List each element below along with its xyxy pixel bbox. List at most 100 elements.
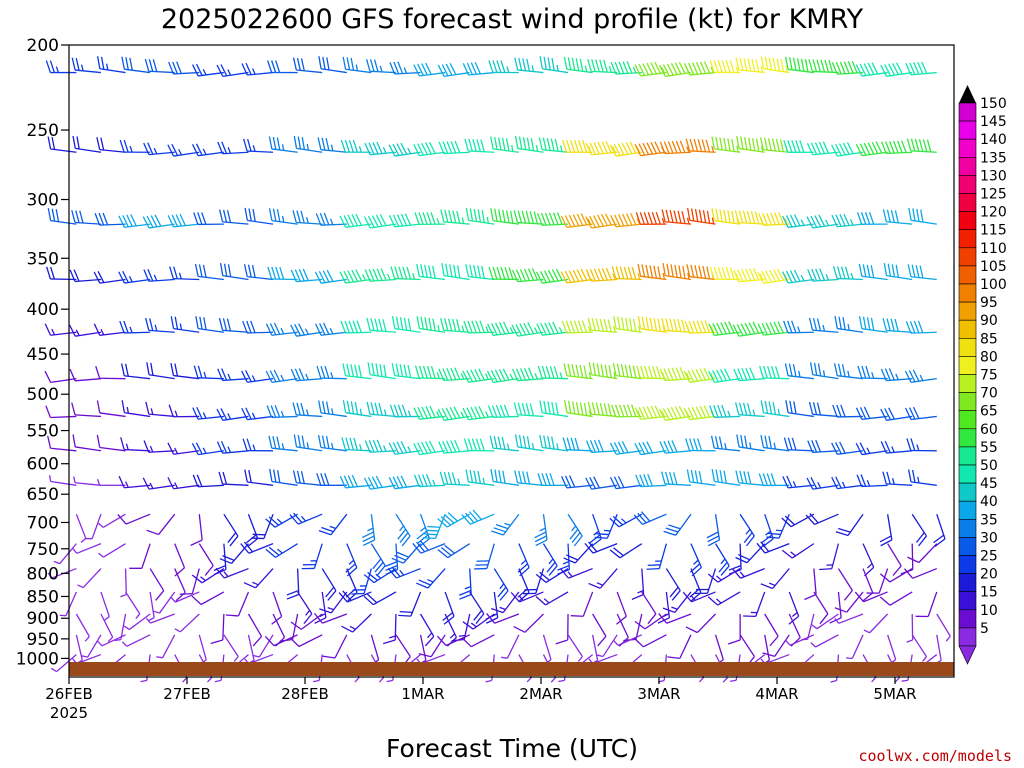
- wind-barb-feather: [555, 268, 563, 281]
- wind-barb: [609, 513, 643, 528]
- wind-barb-feather: [686, 207, 691, 221]
- wind-barb-feather: [297, 434, 302, 448]
- wind-barb-feather: [344, 320, 350, 334]
- wind-barb-feather: [683, 370, 691, 383]
- wind-barb-feather: [265, 370, 273, 383]
- wind-barb-feather: [644, 365, 650, 379]
- wind-barb-shaft: [861, 328, 888, 333]
- wind-barb: [658, 613, 692, 624]
- wind-barb: [513, 613, 544, 633]
- wind-barb-shaft: [75, 513, 87, 539]
- wind-barb-shaft: [788, 613, 801, 638]
- wind-barb-shaft: [674, 591, 692, 613]
- wind-barb: [265, 543, 298, 558]
- wind-barb-shaft: [566, 449, 593, 452]
- wind-barb-feather: [378, 318, 383, 332]
- wind-barb-feather: [745, 535, 755, 547]
- credit-link[interactable]: coolwx.com/models: [858, 747, 1012, 765]
- wind-barb-feather: [428, 440, 436, 453]
- wind-barb-feather: [441, 263, 445, 276]
- wind-barb-feather: [807, 269, 814, 282]
- wind-barb-feather: [500, 266, 506, 280]
- wind-barb-feather: [630, 404, 637, 417]
- wind-barb-feather: [793, 214, 801, 227]
- wind-barb-shaft: [124, 568, 127, 595]
- wind-barb-feather: [771, 138, 776, 152]
- wind-barb-feather: [490, 468, 494, 482]
- wind-barb-feather: [370, 318, 375, 331]
- wind-barb: [510, 591, 544, 603]
- wind-barb-feather: [75, 57, 80, 71]
- wind-barb-half-feather: [662, 272, 666, 280]
- wind-barb: [855, 406, 888, 420]
- wind-barb: [223, 634, 239, 662]
- wind-barb-feather: [536, 213, 543, 226]
- wind-barb-feather: [172, 61, 178, 74]
- wind-barb-half-feather: [894, 677, 900, 683]
- wind-barb-feather: [693, 138, 699, 152]
- wind-barb-half-feather: [436, 218, 440, 225]
- wind-barb-feather: [547, 269, 555, 282]
- wind-barb-shaft: [419, 484, 446, 488]
- wind-barb-feather: [808, 401, 814, 415]
- wind-barb: [96, 137, 126, 153]
- wind-barb-feather: [425, 406, 432, 419]
- wind-barb-feather: [363, 216, 371, 229]
- wind-barb: [71, 402, 101, 418]
- wind-barb-shaft: [763, 223, 790, 226]
- wind-barb-feather: [882, 471, 887, 485]
- wind-barb-feather: [218, 209, 224, 223]
- wind-barb-feather: [739, 57, 744, 71]
- wind-barb-feather: [764, 56, 769, 70]
- wind-barb-feather: [686, 469, 691, 483]
- wind-barb-feather: [508, 267, 514, 280]
- wind-barb-half-feather: [769, 582, 776, 587]
- wind-barb-feather: [766, 473, 772, 486]
- wind-barb-feather: [441, 64, 449, 77]
- wind-barb-half-feather: [567, 571, 573, 578]
- wind-barb-feather: [896, 62, 903, 75]
- wind-barb-shaft: [788, 278, 814, 284]
- wind-barb-shaft: [886, 415, 913, 421]
- wind-barb-feather: [582, 140, 588, 153]
- wind-barb-shaft: [271, 378, 298, 384]
- wind-barb-feather: [599, 59, 604, 73]
- wind-barb-feather: [395, 363, 400, 377]
- wind-barb-feather: [881, 141, 887, 154]
- wind-barb: [662, 263, 692, 281]
- wind-barb-feather: [350, 57, 355, 71]
- colorbar-label: 85: [980, 331, 998, 347]
- wind-barb-feather: [913, 320, 920, 334]
- wind-barb-feather: [486, 612, 496, 624]
- wind-barb-shaft: [120, 613, 127, 640]
- wind-barb-feather: [422, 365, 428, 379]
- wind-barb-shaft: [739, 543, 742, 570]
- wind-barb-feather: [474, 62, 481, 75]
- wind-barb-feather: [396, 441, 404, 454]
- wind-barb-shaft: [297, 591, 313, 615]
- wind-barb-feather: [650, 62, 658, 75]
- wind-barb-shaft: [517, 69, 544, 74]
- wind-barb-shaft: [345, 223, 372, 228]
- wind-barb-shaft: [320, 446, 347, 452]
- wind-barb: [685, 438, 716, 452]
- wind-barb-feather: [682, 591, 692, 603]
- wind-barb: [513, 402, 544, 418]
- wind-barb-shaft: [50, 278, 77, 281]
- wind-barb-feather: [608, 365, 612, 378]
- wind-barb: [732, 321, 765, 337]
- wind-barb-feather: [688, 320, 695, 334]
- wind-barb-feather: [95, 365, 101, 379]
- wind-barb-shaft: [847, 513, 864, 536]
- colorbar-label: 80: [980, 349, 998, 365]
- wind-barb-feather: [776, 58, 781, 72]
- wind-barb-feather: [597, 439, 604, 452]
- wind-barb-half-feather: [319, 613, 326, 618]
- wind-barb-shaft: [814, 513, 839, 526]
- wind-barb-shaft: [592, 513, 602, 539]
- wind-barb-shaft: [247, 415, 274, 421]
- wind-barb-feather: [518, 57, 523, 71]
- wind-barb: [191, 568, 225, 584]
- wind-barb-feather: [629, 141, 637, 154]
- wind-barb-feather: [765, 270, 773, 283]
